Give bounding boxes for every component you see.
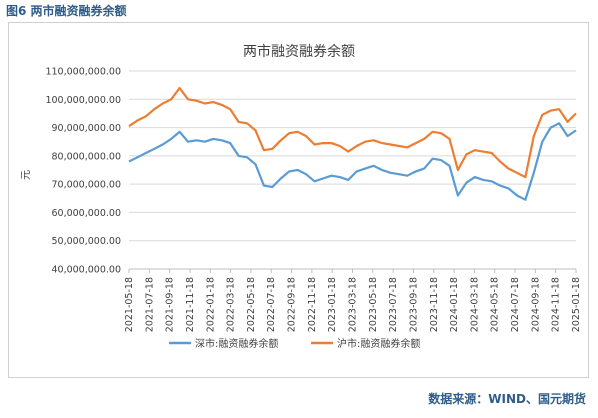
x-tick-label: 2024-01-18 [449,277,460,332]
x-tick-label: 2023-05-18 [368,277,379,332]
x-tick-label: 2023-07-18 [388,277,399,332]
y-tick-label: 100,000,000.00 [45,95,121,106]
x-tick-labels: 2021-05-18 2021-07-18 2021-09-18 2021-11-18… [124,269,582,332]
x-tick-label: 2021-07-18 [144,277,155,332]
legend-label: 沪市:融资融券余额 [337,337,420,350]
chart-title: 两市融资融券余额 [243,43,355,60]
source-note: 数据来源：WIND、国元期货 [428,392,586,406]
y-tick-label: 60,000,000.00 [51,208,121,219]
shenzhen-series-line [128,122,577,201]
x-tick-label: 2024-05-18 [490,277,501,332]
x-tick-label: 2023-01-18 [327,277,338,332]
x-tick-label: 2022-01-18 [205,277,216,332]
y-tick-label: 90,000,000.00 [51,123,121,134]
x-tick-label: 2021-05-18 [124,277,135,332]
x-tick-label: 2022-03-18 [226,277,237,332]
y-tick-label: 110,000,000.00 [45,67,121,78]
legend-label: 深市:融资融券余额 [195,337,278,350]
figure-caption: 图6 两市融资融券余额 [6,4,127,18]
x-tick-label: 2024-09-18 [530,277,541,332]
x-tick-label: 2021-09-18 [165,277,176,332]
x-tick-label: 2022-07-18 [266,277,277,332]
shanghai-series-line [128,86,577,179]
x-tick-label: 2022-09-18 [287,277,298,332]
y-tick-label: 50,000,000.00 [51,236,121,247]
x-tick-label: 2023-09-18 [408,277,419,332]
chart-frame: 两市融资融券余额 元 40,000,000.00 50,000,000.00 60,… [8,22,589,378]
x-tick-label: 2021-11-18 [185,277,196,332]
x-tick-label: 2025-01-18 [571,277,582,332]
x-tick-label: 2022-11-18 [307,277,318,332]
y-axis-label: 元 [21,170,32,180]
series-lines [128,86,577,201]
line-chart: 两市融资融券余额 元 40,000,000.00 50,000,000.00 60,… [21,43,582,350]
y-tick-label: 70,000,000.00 [51,180,121,191]
x-tick-label: 2023-11-18 [429,277,440,332]
x-tick-label: 2024-07-18 [510,277,521,332]
y-tick-label: 40,000,000.00 [51,265,121,276]
y-tick-label: 80,000,000.00 [51,151,121,162]
x-tick-label: 2024-03-18 [469,277,480,332]
legend: 深市:融资融券余额 沪市:融资融券余额 [169,337,420,350]
x-tick-label: 2024-11-18 [551,277,562,332]
x-tick-label: 2022-05-18 [246,277,257,332]
y-tick-labels: 40,000,000.00 50,000,000.00 60,000,000.00 7… [45,67,121,276]
x-tick-label: 2023-03-18 [348,277,359,332]
